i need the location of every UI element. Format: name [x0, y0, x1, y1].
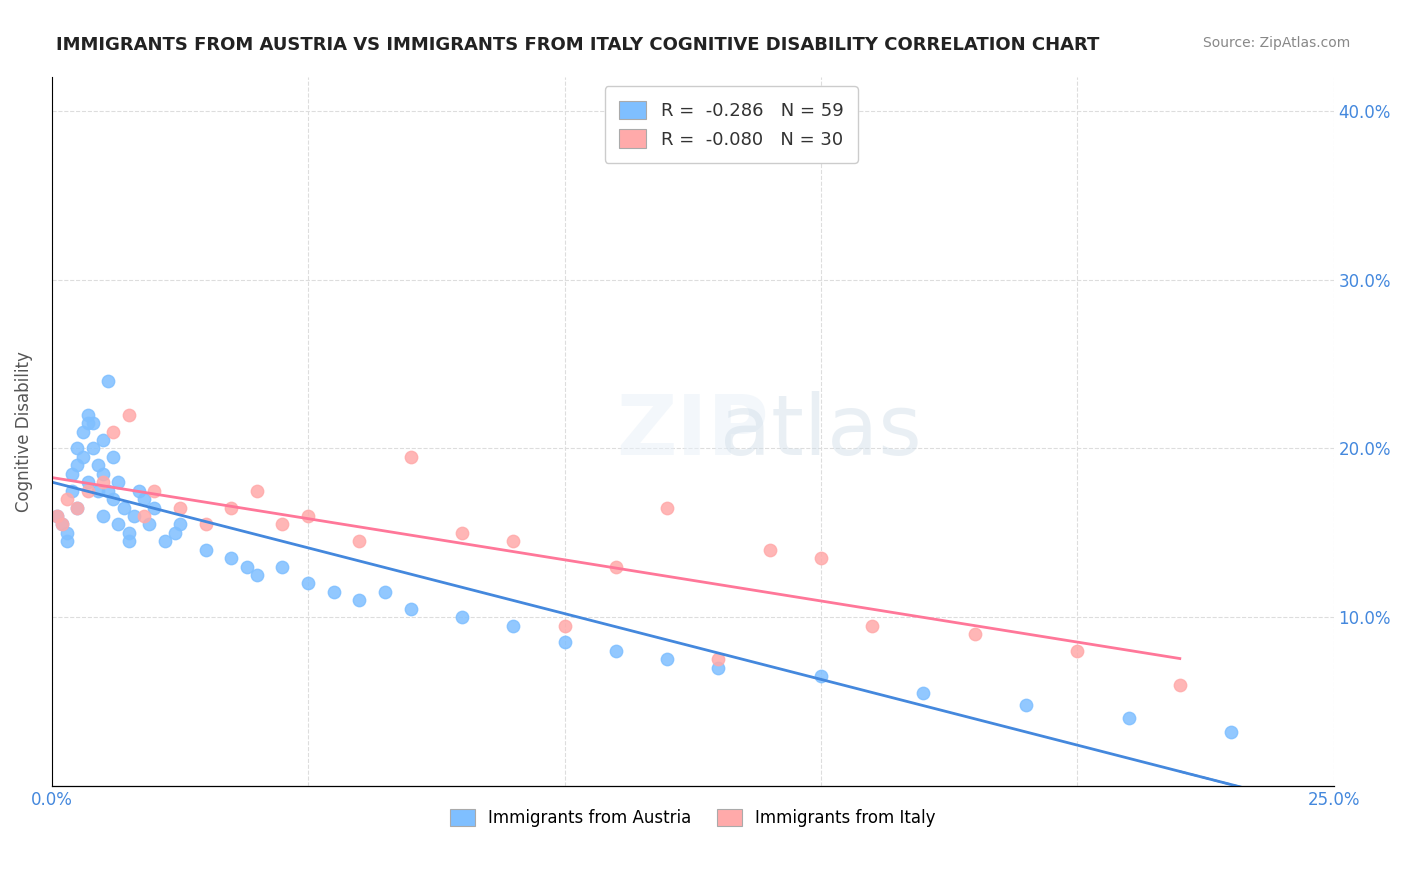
Point [143, 483, 166, 498]
Point [72, 450, 94, 464]
Point [118, 525, 141, 540]
Point [103, 450, 125, 464]
Point [297, 576, 319, 591]
Point [322, 584, 344, 599]
Point [349, 593, 371, 607]
Text: Source: ZipAtlas.com: Source: ZipAtlas.com [1202, 36, 1350, 50]
Point [138, 517, 160, 532]
Point [118, 408, 141, 422]
Point [219, 500, 242, 515]
Point [1066, 644, 1088, 658]
Point [963, 627, 986, 641]
Point [163, 525, 186, 540]
Point [297, 508, 319, 523]
Text: IMMIGRANTS FROM AUSTRIA VS IMMIGRANTS FROM ITALY COGNITIVE DISABILITY CORRELATIO: IMMIGRANTS FROM AUSTRIA VS IMMIGRANTS FR… [56, 36, 1099, 54]
Point [60, 483, 83, 498]
Point [91, 433, 114, 447]
Point [76, 408, 98, 422]
Point [553, 618, 575, 632]
Point [605, 559, 627, 574]
Point [399, 601, 422, 615]
Point [107, 517, 129, 532]
Point [246, 483, 269, 498]
Point [451, 525, 474, 540]
Point [605, 644, 627, 658]
Point [132, 508, 155, 523]
Text: atlas: atlas [720, 391, 922, 472]
Point [91, 475, 114, 490]
Point [655, 652, 678, 666]
Point [103, 492, 125, 507]
Point [112, 500, 135, 515]
Point [1015, 698, 1038, 712]
Point [66, 500, 89, 515]
Point [76, 416, 98, 430]
Point [87, 458, 110, 473]
Point [45, 508, 67, 523]
Point [128, 483, 150, 498]
Point [246, 568, 269, 582]
Point [758, 542, 780, 557]
Legend: Immigrants from Austria, Immigrants from Italy: Immigrants from Austria, Immigrants from… [443, 803, 942, 834]
Point [45, 508, 67, 523]
Point [91, 467, 114, 481]
Point [810, 551, 832, 566]
Point [118, 534, 141, 549]
Point [56, 525, 79, 540]
Point [399, 450, 422, 464]
Point [82, 416, 104, 430]
Point [122, 508, 145, 523]
Point [655, 500, 678, 515]
Point [194, 517, 217, 532]
Point [502, 618, 524, 632]
Point [169, 500, 191, 515]
Point [87, 483, 110, 498]
Point [271, 559, 294, 574]
Point [502, 534, 524, 549]
Point [169, 517, 191, 532]
Point [60, 467, 83, 481]
Point [349, 534, 371, 549]
Point [271, 517, 294, 532]
Point [107, 475, 129, 490]
Point [451, 610, 474, 624]
Point [66, 500, 89, 515]
Point [56, 492, 79, 507]
Point [707, 661, 730, 675]
Point [97, 374, 120, 388]
Point [860, 618, 883, 632]
Point [153, 534, 176, 549]
Point [1220, 724, 1243, 739]
Point [51, 517, 73, 532]
Point [72, 425, 94, 439]
Point [143, 500, 166, 515]
Point [1168, 677, 1191, 691]
Point [912, 686, 935, 700]
Point [66, 442, 89, 456]
Point [194, 542, 217, 557]
Point [1118, 711, 1140, 725]
Point [51, 517, 73, 532]
Point [810, 669, 832, 683]
Point [82, 442, 104, 456]
Point [66, 458, 89, 473]
Point [76, 475, 98, 490]
Point [707, 652, 730, 666]
Text: ZIP: ZIP [616, 391, 769, 472]
Y-axis label: Cognitive Disability: Cognitive Disability [15, 351, 32, 512]
Point [219, 551, 242, 566]
Point [103, 425, 125, 439]
Point [553, 635, 575, 649]
Point [374, 584, 396, 599]
Point [56, 534, 79, 549]
Point [132, 492, 155, 507]
Point [235, 559, 257, 574]
Point [76, 483, 98, 498]
Point [91, 508, 114, 523]
Point [97, 483, 120, 498]
